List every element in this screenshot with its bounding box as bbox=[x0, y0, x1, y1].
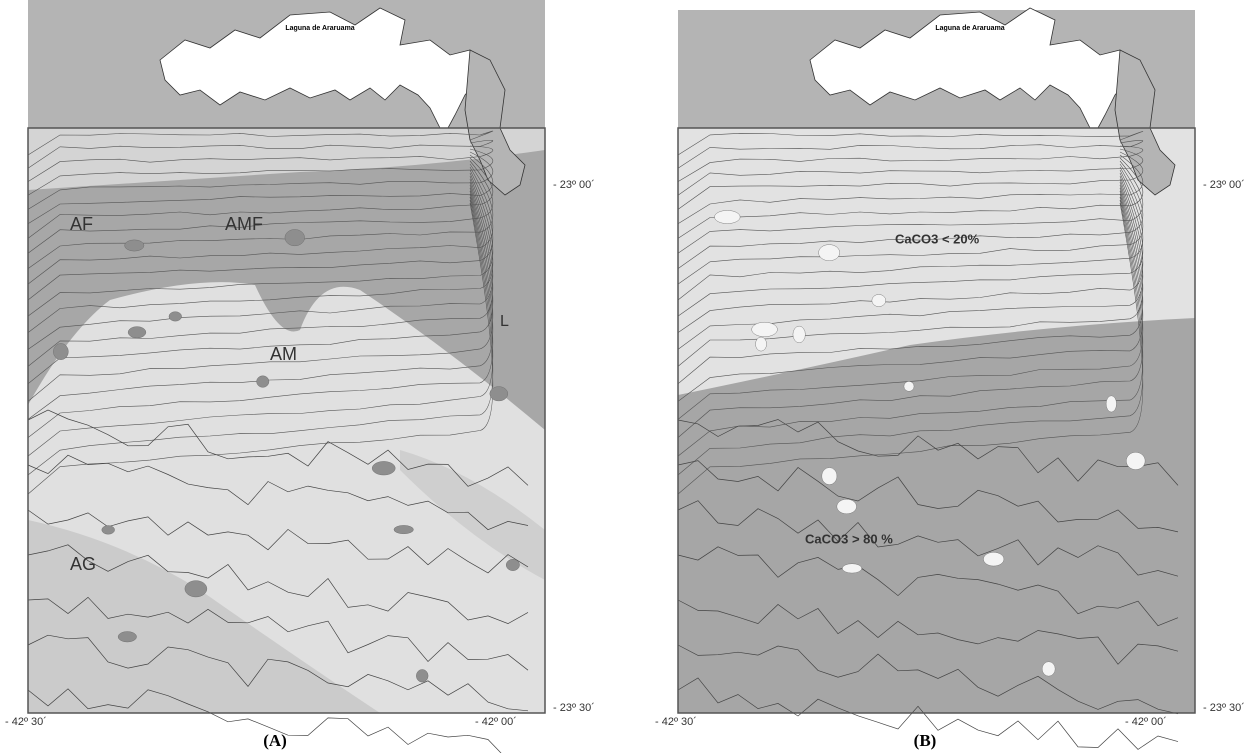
panel-label: (A) bbox=[263, 731, 287, 750]
sediment-patch bbox=[394, 525, 414, 533]
lat-tick: - 23º 00´ bbox=[1203, 179, 1244, 191]
sediment-patch bbox=[118, 632, 136, 642]
zone-label: AF bbox=[70, 214, 93, 234]
map-panel: Laguna de Araruama AF AMF AM AG L - 23º 00´ - 2… bbox=[5, 0, 595, 753]
sediment-patch bbox=[822, 468, 837, 485]
sediment-patch bbox=[490, 387, 508, 401]
sediment-patch bbox=[53, 343, 68, 359]
zone-label: CaCO3 < 20% bbox=[895, 231, 980, 246]
sediment-patch bbox=[756, 337, 767, 351]
sediment-patch bbox=[416, 669, 428, 682]
sediment-patch bbox=[257, 376, 269, 388]
sediment-patch bbox=[1042, 662, 1055, 676]
sediment-patch bbox=[842, 564, 861, 573]
sediment-patch bbox=[1106, 396, 1116, 412]
sediment-patch bbox=[169, 312, 182, 321]
sediment-patch bbox=[372, 461, 395, 475]
sediment-patch bbox=[714, 210, 740, 223]
sediment-patch bbox=[752, 322, 778, 337]
sediment-patch bbox=[904, 381, 914, 391]
sediment-patch bbox=[837, 499, 857, 514]
lon-tick: - 42º 00´ bbox=[475, 716, 517, 728]
figure: Laguna de Araruama AF AMF AM AG L - 23º 00´ - 2… bbox=[0, 0, 1244, 753]
sediment-patch bbox=[102, 526, 115, 535]
sediment-patch bbox=[1126, 452, 1145, 469]
zone-label: L bbox=[500, 313, 509, 330]
sediment-patch bbox=[983, 552, 1003, 566]
sediment-patch bbox=[128, 327, 146, 338]
zone-label: AM bbox=[270, 344, 297, 364]
lagoon-label: Laguna de Araruama bbox=[935, 25, 1004, 32]
lat-tick: - 23º 30´ bbox=[1203, 702, 1244, 714]
sediment-patch bbox=[819, 245, 840, 261]
lon-tick: - 42º 30´ bbox=[655, 716, 697, 728]
lat-tick: - 23º 00´ bbox=[553, 179, 595, 191]
panel-label: (B) bbox=[914, 731, 937, 750]
lat-tick: - 23º 30´ bbox=[553, 702, 595, 714]
sediment-patch bbox=[506, 559, 519, 570]
lon-tick: - 42º 30´ bbox=[5, 716, 47, 728]
sediment-patch bbox=[872, 294, 886, 306]
zone-label: AMF bbox=[225, 214, 263, 234]
lon-tick: - 42º 00´ bbox=[1125, 716, 1167, 728]
sediment-patch bbox=[285, 229, 305, 245]
sediment-patch bbox=[125, 240, 144, 251]
map-panel: Laguna de Araruama CaCO3 < 20% CaCO3 > 80 … bbox=[655, 8, 1244, 750]
zone-label: CaCO3 > 80 % bbox=[805, 531, 893, 546]
lagoon-label: Laguna de Araruama bbox=[285, 25, 354, 32]
zone-label: AG bbox=[70, 554, 96, 574]
sediment-patch bbox=[185, 581, 207, 597]
sediment-patch bbox=[793, 326, 805, 343]
